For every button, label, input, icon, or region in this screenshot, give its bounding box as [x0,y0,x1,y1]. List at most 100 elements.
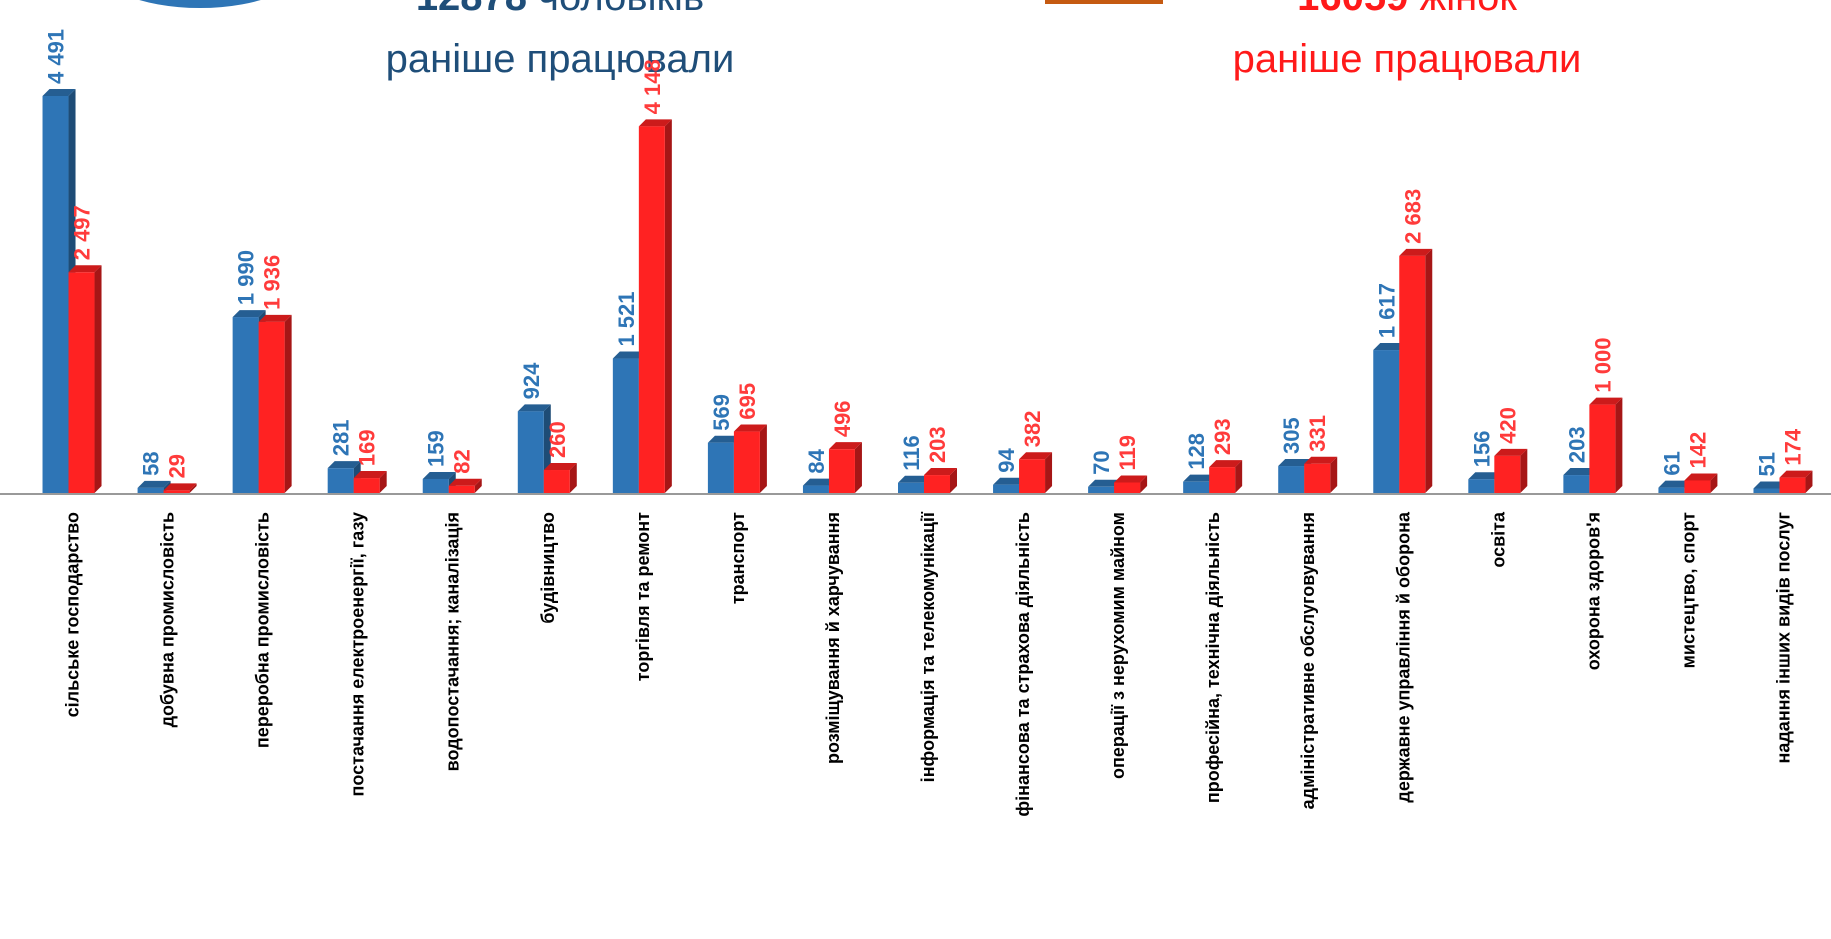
x-tick-label: професійна, технічна діяльність [1203,512,1223,803]
x-tick-label: торгівля та ремонт [633,512,653,681]
bar [543,470,570,493]
data-label: 29 [165,454,190,478]
bar [68,272,95,493]
bar-side [189,483,197,493]
x-tick-label: розміщування й харчування [823,512,843,764]
bar-side [474,478,482,493]
bar-top [1468,472,1502,480]
data-label: 1 990 [234,250,259,305]
bar-top [543,463,577,471]
header-number: 12878 [416,0,527,19]
bar-top [353,471,387,479]
x-tick-label: охорона здоров'я [1583,512,1603,670]
bar-top [42,88,76,96]
bar [1468,479,1495,493]
x-tick-label: транспорт [728,512,748,604]
data-label: 496 [830,400,855,437]
bar-top [993,477,1027,485]
data-label: 128 [1184,433,1209,470]
bar-side [94,265,102,493]
x-tick-label: операції з нерухомим майном [1108,512,1128,779]
bar [353,478,380,493]
header-text: чоловіків [538,0,704,19]
bar-side [1805,470,1813,493]
bar [517,411,544,493]
bar-top [448,478,482,486]
bar-top [68,265,102,273]
bar [1658,487,1685,493]
bar [638,126,665,493]
data-label: 293 [1210,418,1235,455]
bar-side [569,463,577,493]
data-label: 331 [1305,415,1330,452]
bar-top [638,119,672,127]
bar [1088,486,1115,493]
x-tick-label: державне управління й оборона [1393,511,1413,803]
data-label: 156 [1469,430,1494,467]
x-tick-label: постачання електроенергії, газу [348,512,368,796]
bar [1278,466,1305,493]
bar-top [1753,481,1787,489]
x-tick-label: фінансова та страхова діяльність [1013,512,1033,817]
bar [1399,255,1426,493]
header-line-2: раніше працювали [386,37,735,81]
data-label: 70 [1089,450,1114,474]
bar [327,468,354,493]
data-label: 174 [1780,428,1805,465]
bar-top [924,468,957,476]
data-label: 169 [355,429,380,466]
data-label: 84 [804,448,829,473]
data-label: 1 936 [260,255,285,310]
x-tick-label: добувна промисловість [158,512,178,727]
bar [802,485,829,493]
bar-side [1140,475,1148,493]
bar [1304,463,1331,493]
x-tick-label: водопостачання; каналізація [443,512,463,771]
bar-top [137,480,171,488]
data-label: 924 [519,362,544,399]
bar [898,482,924,493]
bar-side [1615,397,1623,493]
x-tick-label: переробна промисловість [253,512,273,748]
x-tick-label: надання інших видів послуг [1773,512,1793,764]
bar-top [1278,459,1312,467]
bar-top [422,471,456,479]
header-space [527,0,538,19]
data-label: 51 [1754,452,1779,476]
bar [1019,459,1046,493]
bar [1589,404,1616,493]
bar-top [1589,397,1623,405]
x-tick-label: будівництво [538,512,558,624]
bar [612,358,639,493]
bar-top [802,478,836,486]
bar-top [612,351,646,359]
bar [1209,467,1236,493]
bar [1114,482,1141,493]
bar [1684,480,1711,493]
bar [1779,477,1806,493]
data-label: 281 [329,419,354,456]
bar-top [707,435,741,443]
bar-side [379,471,387,493]
bar-top [1658,480,1692,488]
bar-side [854,442,862,493]
data-label: 203 [925,426,950,463]
data-label: 2 497 [70,205,95,260]
bar-top [258,314,292,322]
men-icon [139,0,261,8]
bar [993,484,1020,493]
header-line-2: раніше працювали [1233,37,1582,81]
bar-top [828,442,862,450]
data-label: 119 [1115,435,1140,471]
bar-side [1425,248,1433,493]
header-space [1408,0,1419,19]
bar-top [1373,343,1407,351]
bar-top [1779,470,1813,478]
bar [1494,455,1521,493]
x-tick-label: інформація та телекомунікації [918,511,938,782]
header-number: 16059 [1297,0,1408,19]
data-label: 94 [994,447,1019,472]
bar [828,449,855,493]
bar [707,442,734,493]
data-label: 4 148 [640,59,665,114]
